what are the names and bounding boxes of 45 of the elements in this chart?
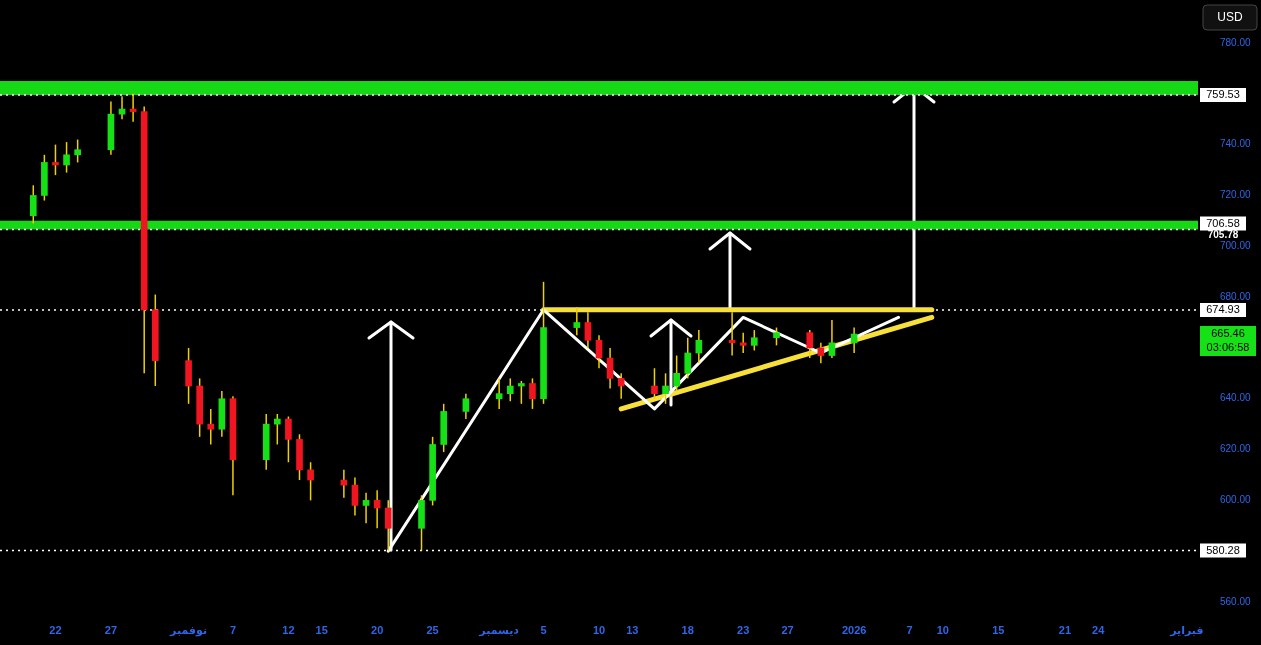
y-tick-label: 560.00: [1220, 595, 1252, 607]
x-tick-label: 23: [737, 623, 750, 636]
text: 665.46: [1211, 327, 1245, 340]
text: 03:06:58: [1206, 341, 1250, 354]
x-tick-label: 15: [315, 623, 328, 636]
x-tick-label: 21: [1058, 623, 1072, 636]
x-tick-label: 22: [49, 623, 62, 636]
x-tick-label: 13: [626, 623, 639, 636]
x-tick-label: 18: [681, 623, 694, 636]
candlestick: [495, 378, 503, 409]
x-tick-label: 7: [906, 623, 913, 636]
x-tick-label: 27: [104, 623, 118, 636]
y-tick-label: 740.00: [1220, 138, 1252, 150]
candlestick: [739, 332, 747, 353]
x-tick-label: 27: [781, 623, 794, 636]
candlestick: [207, 408, 215, 445]
x-tick-label: فبراير: [1169, 623, 1204, 637]
ref-line-label: 674.93: [1206, 303, 1240, 315]
x-tick-label: 12: [282, 623, 295, 636]
candlestick: [362, 492, 370, 524]
ref-line-label: 580.28: [1206, 543, 1240, 556]
y-axis-title: USD: [1217, 10, 1243, 25]
x-tick-label: 7: [229, 623, 237, 636]
x-tick-label: 10: [592, 623, 606, 636]
y-tick-label: 700.00: [1220, 240, 1252, 252]
ref-line-label: 706.58: [1206, 216, 1240, 229]
candlestick: [573, 307, 581, 336]
x-tick-label: نوفمبر: [169, 623, 208, 637]
y-tick-label: 600.00: [1220, 494, 1252, 506]
y-tick-label: 720.00: [1220, 189, 1252, 201]
x-tick-label: ديسمبر: [478, 623, 520, 637]
x-tick-label: 25: [426, 623, 439, 636]
x-tick-label: 10: [936, 623, 949, 636]
y-tick-label: 620.00: [1220, 443, 1252, 455]
y-tick-label: 640.00: [1220, 392, 1252, 404]
y-tick-label: 680.00: [1220, 290, 1252, 302]
text: 705.78: [1207, 229, 1239, 241]
x-tick-label: 20: [371, 623, 384, 636]
x-tick-label: 2026: [841, 623, 867, 636]
x-tick-label: 5: [540, 623, 547, 636]
y-tick-label: 780.00: [1220, 36, 1252, 48]
x-tick-label: 24: [1092, 623, 1106, 636]
ref-line-label: 759.53: [1206, 88, 1240, 101]
candlestick: [617, 373, 625, 399]
x-tick-label: 15: [992, 623, 1005, 636]
